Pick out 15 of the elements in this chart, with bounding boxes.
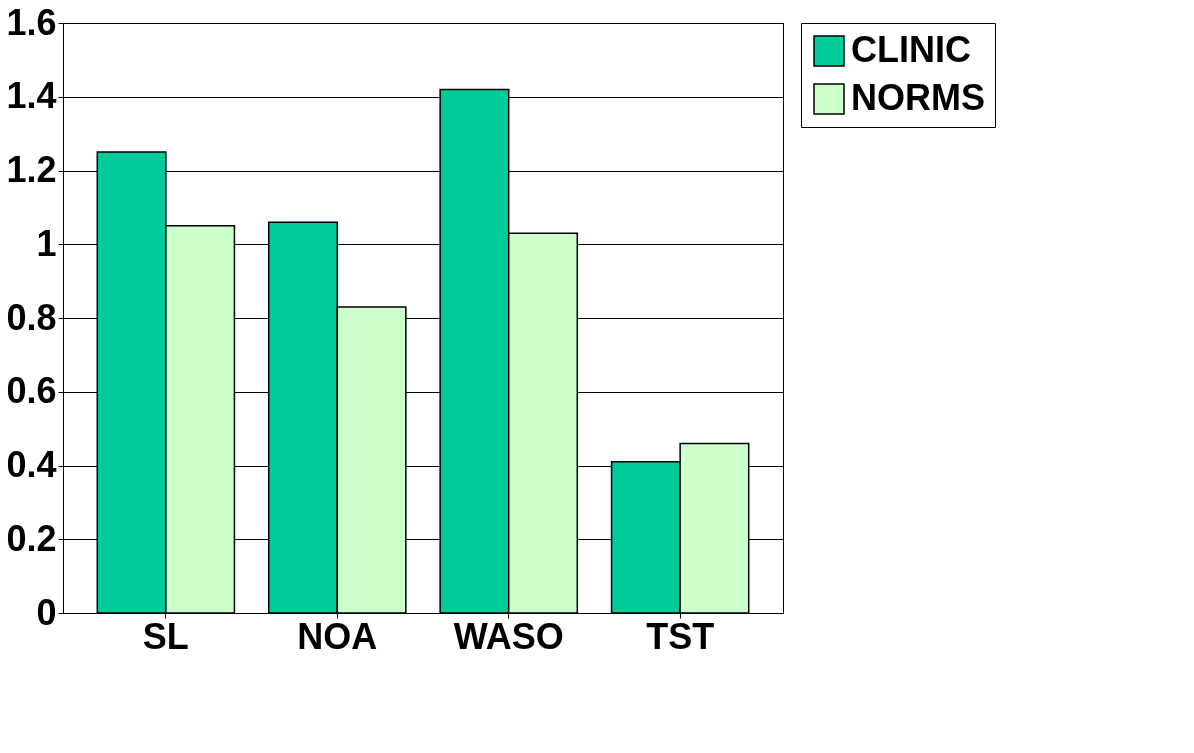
x-tick-label: TST xyxy=(646,615,715,657)
y-tick-label: 0.6 xyxy=(6,370,57,412)
legend-label: CLINIC xyxy=(851,29,971,70)
y-tick-label: 1.6 xyxy=(6,1,57,43)
x-tick-label: NOA xyxy=(297,615,378,657)
y-tick-label: 0 xyxy=(36,591,57,633)
y-tick-label: 0.2 xyxy=(6,517,57,559)
y-tick-label: 0.4 xyxy=(6,444,57,485)
x-tick-label: SL xyxy=(142,615,189,657)
y-tick-label: 1.4 xyxy=(6,75,57,117)
y-tick-label: 0.8 xyxy=(6,296,57,338)
x-tick-label: WASO xyxy=(453,615,564,657)
y-tick-label: 1.2 xyxy=(6,149,57,190)
legend-label: NORMS xyxy=(851,77,985,118)
y-tick-label: 1 xyxy=(36,222,57,264)
